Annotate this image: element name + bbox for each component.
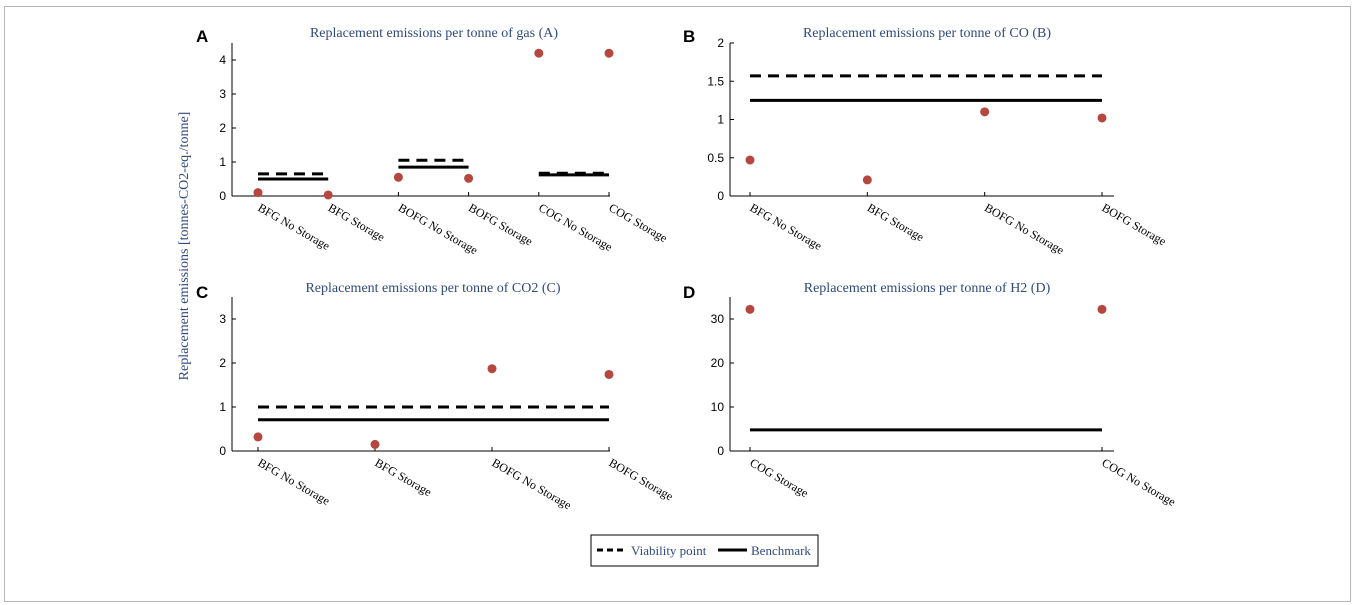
legend-viability-label: Viability point (631, 543, 707, 558)
y-tick-label: 0 (717, 444, 724, 458)
data-point (1097, 304, 1107, 314)
data-point (464, 173, 474, 183)
x-tick-label: BFG Storage (373, 455, 435, 499)
data-point (253, 188, 263, 198)
y-tick-label: 3 (219, 87, 226, 101)
x-tick-label: BOFG Storage (1100, 200, 1169, 248)
data-point (323, 190, 333, 200)
panel-title: Replacement emissions per tonne of H2 (D… (804, 281, 1051, 296)
data-point (393, 172, 403, 182)
x-tick-label: COG Storage (748, 455, 811, 500)
panel-letter: D (683, 283, 695, 302)
data-point (370, 439, 380, 449)
panel-letter: C (196, 283, 208, 302)
y-tick-label: 0 (717, 189, 724, 203)
y-tick-label: 0 (219, 444, 226, 458)
y-tick-label: 4 (219, 53, 226, 67)
panel-letter: A (196, 27, 208, 46)
panel-letter: B (683, 27, 695, 46)
x-tick-label: BFG No Storage (256, 455, 333, 507)
y-tick-label: 1 (219, 400, 226, 414)
data-point (253, 432, 263, 442)
y-tick-label: 1 (219, 155, 226, 169)
data-point (487, 364, 497, 374)
panel-title: Replacement emissions per tonne of gas (… (310, 26, 558, 41)
data-point (604, 369, 614, 379)
y-tick-label: 3 (219, 312, 226, 326)
y-tick-label: 2 (219, 356, 226, 370)
y-tick-label: 1.5 (707, 74, 724, 88)
legend-box: Viability point Benchmark (590, 534, 819, 567)
y-axis-label: Replacement emissions [tonnes-CO2-eq./to… (177, 112, 192, 381)
y-tick-label: 30 (711, 312, 725, 326)
figure-frame (4, 6, 1351, 602)
x-tick-label: COG No Storage (1100, 455, 1179, 508)
panel-title: Replacement emissions per tonne of CO (B… (803, 26, 1051, 41)
x-tick-label: BOFG No Storage (982, 200, 1066, 257)
data-point (534, 48, 544, 58)
x-tick-label: BOFG Storage (607, 455, 676, 503)
data-point (980, 107, 990, 117)
data-point (745, 304, 755, 314)
data-point (1097, 113, 1107, 123)
y-tick-label: 1 (717, 113, 724, 127)
y-tick-label: 0 (219, 189, 226, 203)
y-tick-label: 2 (717, 36, 724, 50)
data-point (745, 155, 755, 165)
legend-benchmark-label: Benchmark (751, 543, 811, 558)
x-tick-label: BFG Storage (865, 200, 927, 244)
panel-d: D Replacement emissions per tonne of H2 (… (683, 281, 1178, 509)
panel-title: Replacement emissions per tonne of CO2 (… (305, 281, 560, 296)
data-point (604, 48, 614, 58)
y-tick-label: 20 (711, 356, 725, 370)
x-tick-label: COG Storage (607, 200, 670, 245)
data-point (862, 175, 872, 185)
x-tick-label: BFG Storage (326, 200, 388, 244)
x-tick-label: BFG No Storage (256, 200, 333, 252)
y-tick-label: 10 (711, 400, 725, 414)
panel-a: A Replacement emissions per tonne of gas … (196, 26, 670, 257)
x-tick-label: COG No Storage (536, 200, 615, 253)
x-tick-label: BFG No Storage (748, 200, 825, 252)
y-tick-label: 0.5 (707, 151, 724, 165)
y-tick-label: 2 (219, 121, 226, 135)
x-tick-label: BOFG No Storage (490, 455, 574, 512)
panel-c: C Replacement emissions per tonne of CO2 … (196, 281, 676, 512)
panel-b: B Replacement emissions per tonne of CO (… (683, 26, 1169, 257)
x-tick-label: BOFG Storage (466, 200, 535, 248)
